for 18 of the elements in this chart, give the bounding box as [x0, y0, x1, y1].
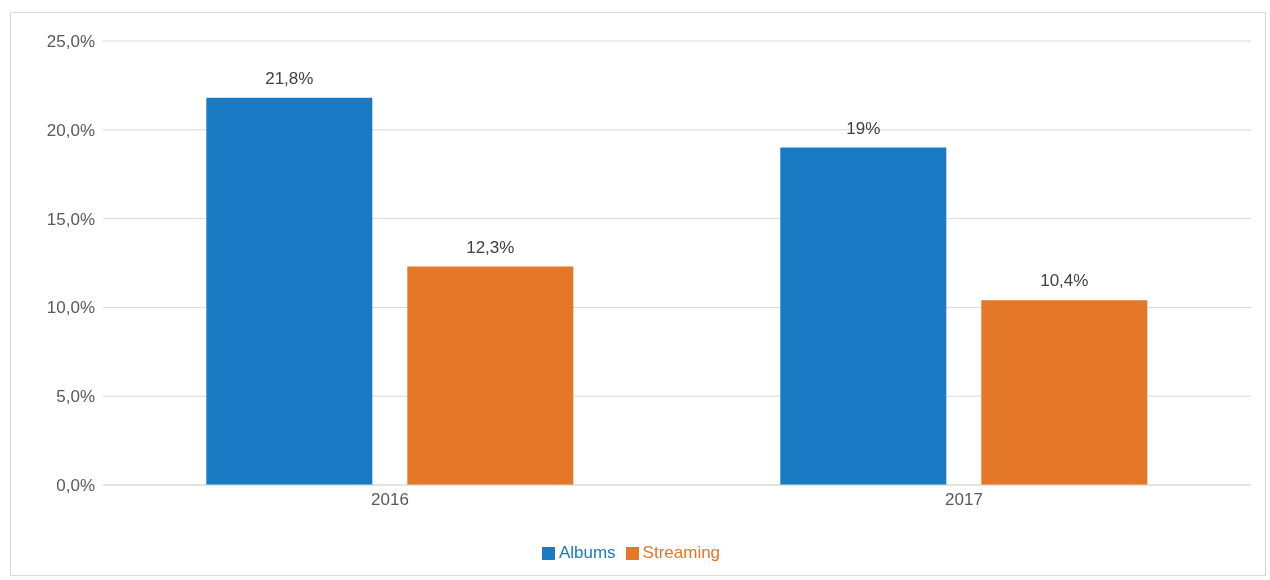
- y-tick-label: 5,0%: [56, 387, 95, 407]
- x-tick-label: 2017: [945, 490, 983, 510]
- data-label: 10,4%: [1040, 271, 1089, 291]
- bar: [407, 266, 574, 485]
- bar: [981, 300, 1148, 485]
- legend-label: Albums: [558, 543, 616, 562]
- data-label: 21,8%: [265, 68, 314, 88]
- data-label: 19%: [846, 118, 881, 138]
- y-tick-label: 15,0%: [46, 209, 95, 229]
- y-tick-label: 10,0%: [46, 298, 95, 318]
- y-tick-label: 20,0%: [46, 120, 95, 140]
- legend-label: Streaming: [642, 543, 721, 562]
- x-tick-label: 2016: [371, 490, 409, 510]
- y-tick-label: 25,0%: [46, 32, 95, 52]
- bar: [780, 147, 947, 485]
- data-label: 12,3%: [466, 237, 515, 257]
- bar: [206, 97, 373, 485]
- y-tick-label: 0,0%: [56, 476, 95, 496]
